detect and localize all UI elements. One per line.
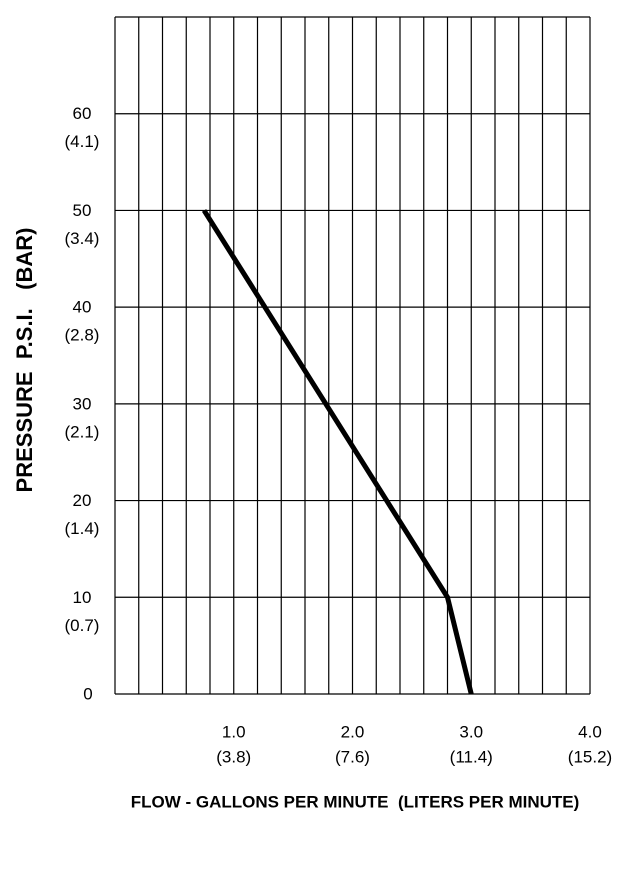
y-tick-label: 0 xyxy=(83,684,92,703)
x-tick-secondary-label: (3.8) xyxy=(216,747,251,766)
y-tick-secondary-label: (4.1) xyxy=(65,132,100,151)
y-tick-label: 10 xyxy=(73,588,92,607)
x-tick-label: 4.0 xyxy=(578,722,602,741)
y-tick-label: 60 xyxy=(73,104,92,123)
x-tick-label: 1.0 xyxy=(222,722,246,741)
x-tick-label: 3.0 xyxy=(459,722,483,741)
y-tick-label: 50 xyxy=(73,201,92,220)
x-tick-secondary-label: (7.6) xyxy=(335,747,370,766)
x-tick-label: 2.0 xyxy=(341,722,365,741)
y-axis-title: PRESSURE P.S.I. (BAR) xyxy=(12,228,37,493)
y-tick-label: 30 xyxy=(73,394,92,413)
y-tick-secondary-label: (0.7) xyxy=(65,616,100,635)
data-line xyxy=(201,209,474,695)
y-tick-label: 20 xyxy=(73,491,92,510)
y-tick-secondary-label: (1.4) xyxy=(65,519,100,538)
y-tick-secondary-label: (2.8) xyxy=(65,326,100,345)
y-tick-secondary-label: (3.4) xyxy=(65,229,100,248)
y-tick-secondary-label: (2.1) xyxy=(65,422,100,441)
x-tick-secondary-label: (15.2) xyxy=(568,747,612,766)
y-tick-label: 40 xyxy=(73,298,92,317)
x-tick-secondary-label: (11.4) xyxy=(450,747,493,766)
x-axis-title: FLOW - GALLONS PER MINUTE (LITERS PER MI… xyxy=(131,792,580,811)
